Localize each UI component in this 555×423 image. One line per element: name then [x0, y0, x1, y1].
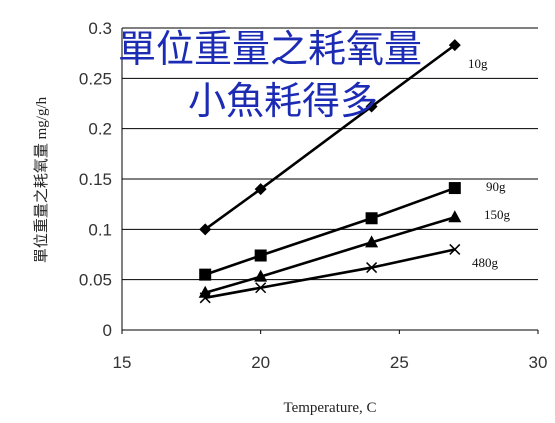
overlay-title-line-2: 小魚耗得多 [188, 79, 378, 123]
y-tick-label: 0.1 [88, 220, 112, 239]
series-90g: 90g [199, 179, 506, 281]
series-label: 10g [468, 56, 488, 71]
x-tick-label: 20 [251, 353, 270, 372]
series-10g: 10g [199, 39, 488, 236]
series-line [204, 186, 456, 276]
data-point [365, 100, 378, 113]
series-label: 90g [486, 179, 506, 194]
data-point [254, 269, 268, 282]
x-axis-title: Temperature, C [283, 400, 376, 416]
y-tick-label: 0.05 [79, 271, 112, 290]
x-tick-label: 15 [113, 353, 132, 372]
series-line [204, 216, 456, 295]
y-tick-label: 0 [103, 321, 112, 340]
series-label: 150g [484, 207, 511, 222]
data-point [448, 39, 461, 52]
data-point [448, 210, 462, 223]
overlay-title-line-1: 單位重量之耗氧量 [118, 27, 422, 71]
data-point [365, 235, 379, 248]
data-point [448, 182, 461, 195]
data-point [254, 249, 267, 262]
y-tick-label: 0.25 [79, 69, 112, 88]
y-tick-label: 0.15 [79, 170, 112, 189]
data-point [199, 268, 212, 281]
data-point [449, 243, 461, 255]
series-line [204, 44, 456, 231]
y-tick-label: 0.3 [88, 19, 112, 38]
data-point [255, 282, 267, 294]
data-point [366, 262, 378, 274]
y-axis-title: 單位重量之耗氧量 mg/g/h [33, 96, 50, 263]
data-point [365, 212, 378, 225]
series-150g: 150g [198, 207, 511, 298]
y-tick-label: 0.2 [88, 120, 112, 139]
data-point [199, 292, 211, 304]
series-line [204, 248, 456, 300]
series-label: 480g [472, 255, 499, 270]
data-point [254, 183, 267, 196]
data-point [199, 223, 212, 236]
series-480g: 480g [199, 243, 499, 304]
x-tick-label: 25 [390, 353, 409, 372]
x-tick-label: 30 [529, 353, 548, 372]
